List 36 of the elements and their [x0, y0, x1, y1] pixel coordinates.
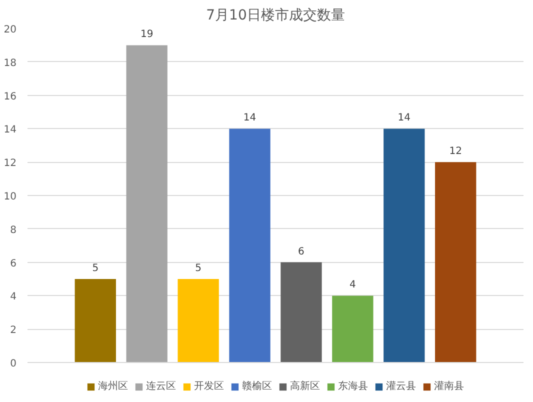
bar: [126, 45, 168, 362]
y-tick-label: 14: [4, 124, 17, 136]
y-tick-label: 6: [10, 258, 17, 270]
y-tick-label: 18: [4, 58, 17, 69]
legend-label: 连云区: [146, 380, 176, 393]
bar: [435, 162, 476, 362]
y-tick-label: 20: [4, 24, 17, 36]
legend-label: 开发区: [194, 380, 224, 393]
bar: [178, 279, 219, 362]
bar: [229, 128, 270, 362]
legend-label: 灌云县: [386, 380, 416, 393]
y-tick-label: 12: [4, 158, 17, 170]
data-label: 14: [243, 112, 256, 124]
data-label: 19: [140, 29, 154, 40]
legend-label: 高新区: [290, 380, 320, 393]
data-label: 6: [298, 246, 304, 258]
data-label: 14: [398, 112, 411, 124]
bar: [280, 262, 322, 362]
bar: [384, 128, 425, 362]
data-label: 12: [449, 146, 462, 158]
bar: [332, 296, 374, 362]
y-tick-label: 16: [4, 91, 17, 102]
y-tick-label: 2: [10, 325, 17, 336]
legend-label: 东海县: [338, 380, 368, 393]
y-tick-label: 0: [10, 358, 17, 370]
y-tick-label: 8: [10, 224, 17, 236]
bar: [74, 279, 116, 362]
legend-label: 海州区: [98, 380, 128, 393]
y-tick-label: 10: [4, 192, 17, 202]
data-label: 5: [92, 263, 99, 274]
legend-label: 赣榆区: [242, 380, 272, 393]
data-label: 4: [350, 280, 356, 291]
y-tick-label: 4: [10, 292, 17, 303]
data-label: 5: [195, 263, 202, 274]
chart-title: 7月10日楼市成交数量: [206, 8, 345, 24]
legend-label: 灌南县: [434, 380, 464, 393]
